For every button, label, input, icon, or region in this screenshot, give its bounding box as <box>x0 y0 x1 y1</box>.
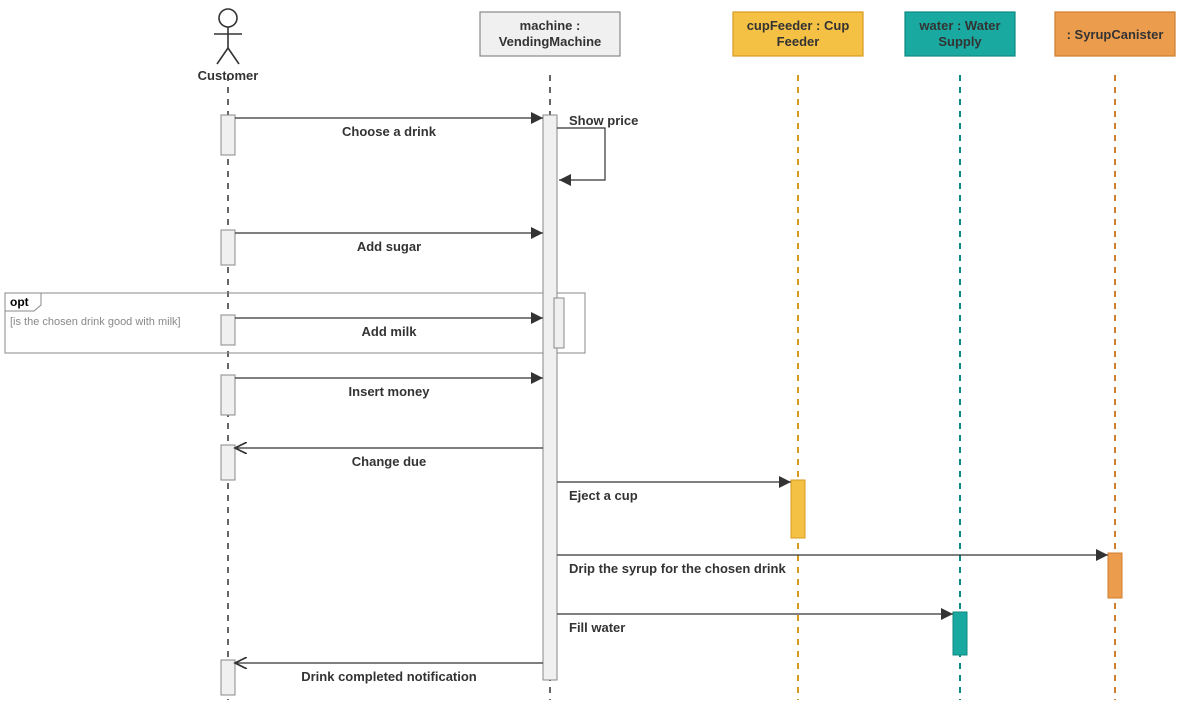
actor-label: Customer <box>198 68 259 83</box>
svg-text:Supply: Supply <box>938 34 982 49</box>
sequence-diagram: Customer machine :VendingMachine cupFeeder… <box>0 0 1200 704</box>
message-m5: Insert money <box>235 378 543 399</box>
activation-water <box>953 612 967 655</box>
participant-water: water : WaterSupply <box>905 12 1015 56</box>
svg-text:: SyrupCanister: : SyrupCanister <box>1067 27 1164 42</box>
message-m10: Drink completed notification <box>235 663 543 684</box>
message-m8: Drip the syrup for the chosen drink <box>557 555 1108 576</box>
svg-text:Drink completed notification: Drink completed notification <box>301 669 477 684</box>
activation-machine <box>543 115 557 680</box>
svg-text:[is the chosen drink good with: [is the chosen drink good with milk] <box>10 316 181 328</box>
actor-customer: Customer <box>198 9 259 83</box>
message-m6: Change due <box>235 448 543 469</box>
svg-text:Show price: Show price <box>569 113 638 128</box>
svg-text:Fill water: Fill water <box>569 620 625 635</box>
activation-cupFeeder <box>791 480 805 538</box>
activation-machine-nested <box>554 298 564 348</box>
svg-text:Eject a cup: Eject a cup <box>569 488 638 503</box>
svg-text:Feeder: Feeder <box>777 34 820 49</box>
svg-text:Change due: Change due <box>352 454 426 469</box>
svg-text:opt: opt <box>10 295 29 309</box>
svg-text:machine :: machine : <box>520 18 581 33</box>
svg-text:Add milk: Add milk <box>362 324 418 339</box>
activation-customer-0 <box>221 115 235 155</box>
svg-text:Choose a drink: Choose a drink <box>342 124 437 139</box>
message-m2: Show price <box>557 113 638 180</box>
message-m1: Choose a drink <box>235 118 543 139</box>
svg-text:Drip the syrup for the chosen: Drip the syrup for the chosen drink <box>569 561 786 576</box>
activation-customer-2 <box>221 315 235 345</box>
activation-syrup <box>1108 553 1122 598</box>
participant-machine: machine :VendingMachine <box>480 12 620 56</box>
participant-cupFeeder: cupFeeder : CupFeeder <box>733 12 863 56</box>
svg-text:Insert money: Insert money <box>349 384 431 399</box>
participant-syrup: : SyrupCanister <box>1055 12 1175 56</box>
message-m7: Eject a cup <box>557 482 791 503</box>
svg-text:VendingMachine: VendingMachine <box>499 34 602 49</box>
message-m9: Fill water <box>557 614 953 635</box>
activation-customer-1 <box>221 230 235 265</box>
activation-customer-4 <box>221 445 235 480</box>
svg-text:Add sugar: Add sugar <box>357 239 421 254</box>
activation-customer-3 <box>221 375 235 415</box>
svg-text:cupFeeder : Cup: cupFeeder : Cup <box>747 18 850 33</box>
svg-text:water : Water: water : Water <box>918 18 1000 33</box>
message-m3: Add sugar <box>235 233 543 254</box>
fragment-opt: opt [is the chosen drink good with milk] <box>5 293 585 353</box>
message-m4: Add milk <box>235 318 543 339</box>
activation-customer-5 <box>221 660 235 695</box>
